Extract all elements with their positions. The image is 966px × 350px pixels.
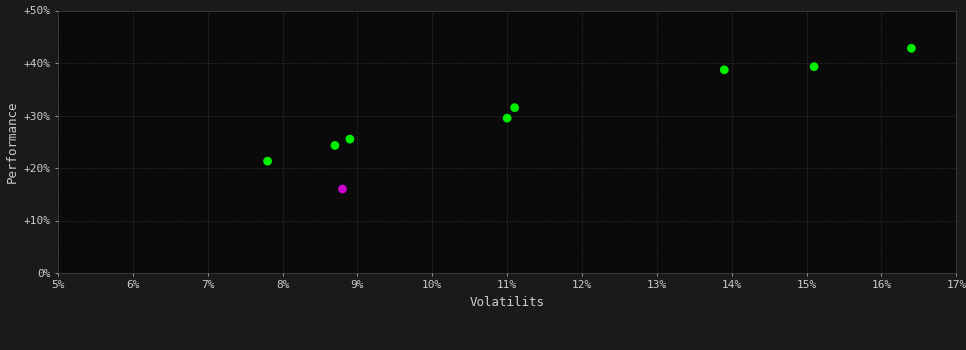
Point <box>717 67 732 73</box>
Point <box>327 143 343 148</box>
Point <box>342 136 357 142</box>
Point <box>499 116 515 121</box>
Point <box>334 186 350 192</box>
X-axis label: Volatilits: Volatilits <box>469 295 545 308</box>
Point <box>507 105 523 111</box>
Point <box>807 64 822 69</box>
Y-axis label: Performance: Performance <box>6 100 18 183</box>
Point <box>903 46 919 51</box>
Point <box>260 158 275 164</box>
